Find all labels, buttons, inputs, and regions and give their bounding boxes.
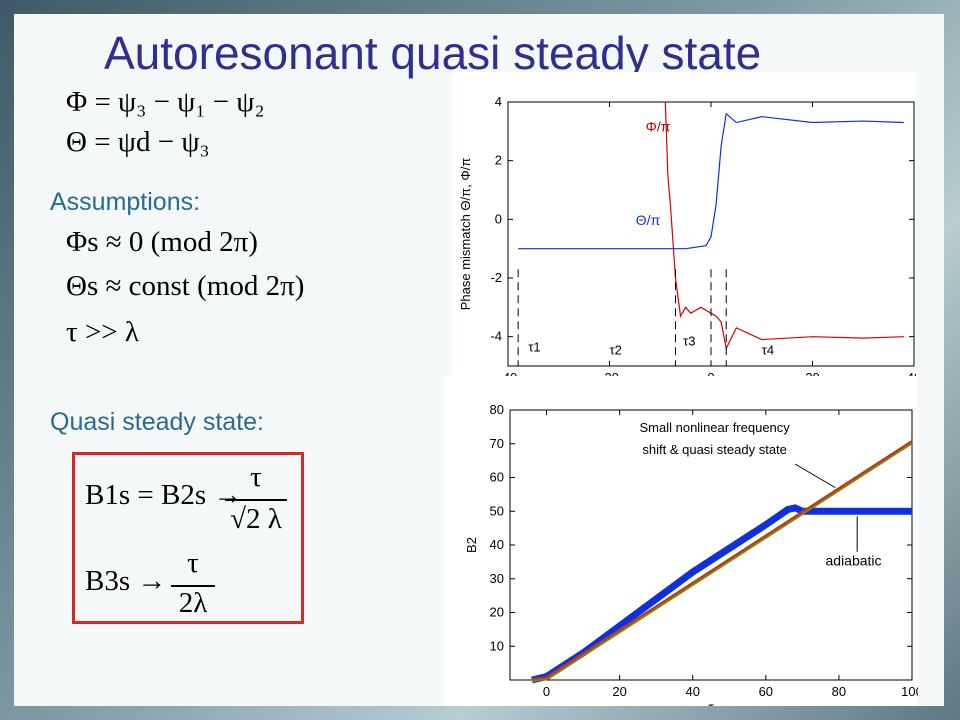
y-tick-label: 10 bbox=[490, 638, 504, 653]
quasi-heading: Quasi steady state: bbox=[50, 408, 265, 436]
b12-lhs: B1s = B2s → bbox=[85, 479, 243, 511]
y-tick-label: 50 bbox=[490, 503, 504, 518]
y-tick-label: 70 bbox=[490, 436, 504, 451]
equation-phi-lhs: Φ bbox=[66, 86, 88, 118]
equation-phi-rhs: = ψ₃ − ψ₁ − ψ₂ bbox=[94, 86, 265, 118]
equation-theta: Θ = ψd − ψ₃ bbox=[66, 126, 210, 159]
assumption-tau: τ >> λ bbox=[66, 316, 139, 348]
b2-chart-svg: 0 20 40 60 80 100 80 70 60 50 40 30 20 10 τ B2 Small non… bbox=[464, 402, 923, 715]
assumptions-heading: Assumptions: bbox=[50, 188, 201, 216]
series-line-red-overlay bbox=[531, 440, 913, 680]
b12-numerator: τ bbox=[250, 461, 262, 493]
equation-theta-rhs: = ψd − ψ₃ bbox=[94, 126, 210, 158]
y-tick-label: -2 bbox=[490, 270, 502, 285]
slide: Autoresonant quasi steady state Φ = ψ₃ −… bbox=[14, 14, 944, 715]
x-tick-label: 80 bbox=[832, 684, 846, 699]
y-tick-label: 20 bbox=[490, 605, 504, 620]
series-line-2 bbox=[531, 440, 914, 682]
phase-chart-svg: -40-2002040420-2-4Time, τPhase mismatch … bbox=[458, 94, 921, 401]
assumption-phi: Φs ≈ 0 (mod 2π) bbox=[66, 226, 258, 258]
y-tick-label: 2 bbox=[495, 153, 502, 168]
annotation-line-1: Small nonlinear frequency bbox=[639, 420, 790, 435]
annotation-adiabatic: adiabatic bbox=[826, 552, 882, 568]
annotation-arrow bbox=[794, 463, 836, 489]
series-line-1 bbox=[664, 101, 904, 351]
annotation-line-2: shift & quasi steady state bbox=[642, 442, 787, 457]
b3-numerator: τ bbox=[187, 547, 199, 579]
equation-phi: Φ = ψ₃ − ψ₁ − ψ₂ bbox=[66, 86, 265, 119]
y-tick-label: -4 bbox=[490, 329, 502, 344]
b3-lhs: B3s → bbox=[85, 565, 167, 597]
y-tick-label: 80 bbox=[490, 402, 504, 417]
y-tick-label: 60 bbox=[490, 470, 504, 485]
legend-phi: Φ/π bbox=[646, 118, 671, 134]
tau-annotation: τ2 bbox=[610, 342, 622, 357]
x-tick-label: 60 bbox=[759, 684, 773, 699]
b12-fraction-bar bbox=[225, 499, 287, 501]
y-tick-label: 30 bbox=[490, 571, 504, 586]
tau-annotation: τ3 bbox=[683, 333, 695, 348]
tau-annotation: τ4 bbox=[762, 342, 774, 357]
b3-fraction-bar bbox=[171, 585, 215, 587]
result-box: B1s = B2s → τ √2 λ B3s → τ 2λ bbox=[72, 452, 304, 624]
b2-chart: 0 20 40 60 80 100 80 70 60 50 40 30 20 10 τ B2 Small non… bbox=[444, 376, 923, 715]
y-tick-label: 40 bbox=[490, 537, 504, 552]
y-tick-label: 0 bbox=[495, 211, 502, 226]
legend-theta: Θ/π bbox=[636, 212, 661, 228]
x-tick-label: 20 bbox=[612, 684, 626, 699]
y-tick-label: 4 bbox=[495, 94, 502, 109]
series-line-2 bbox=[518, 112, 904, 250]
assumption-theta: Θs ≈ const (mod 2π) bbox=[66, 270, 305, 302]
x-axis-label: τ bbox=[708, 699, 714, 706]
series-line-1 bbox=[531, 504, 912, 684]
b12-denominator: √2 λ bbox=[230, 503, 282, 535]
b3-denominator: 2λ bbox=[178, 587, 208, 619]
slide-title: Autoresonant quasi steady state bbox=[104, 27, 762, 79]
x-tick-label: 40 bbox=[685, 684, 699, 699]
tau-annotation: τ1 bbox=[528, 339, 540, 354]
equation-theta-lhs: Θ bbox=[66, 126, 87, 158]
x-tick-label: 100 bbox=[901, 684, 918, 699]
y-axis-label: B2 bbox=[464, 537, 479, 553]
phase-chart: -40-2002040420-2-4Time, τPhase mismatch … bbox=[452, 72, 921, 401]
x-tick-label: 0 bbox=[543, 684, 550, 699]
y-axis-label: Phase mismatch Θ/π, Φ/π bbox=[458, 158, 473, 311]
